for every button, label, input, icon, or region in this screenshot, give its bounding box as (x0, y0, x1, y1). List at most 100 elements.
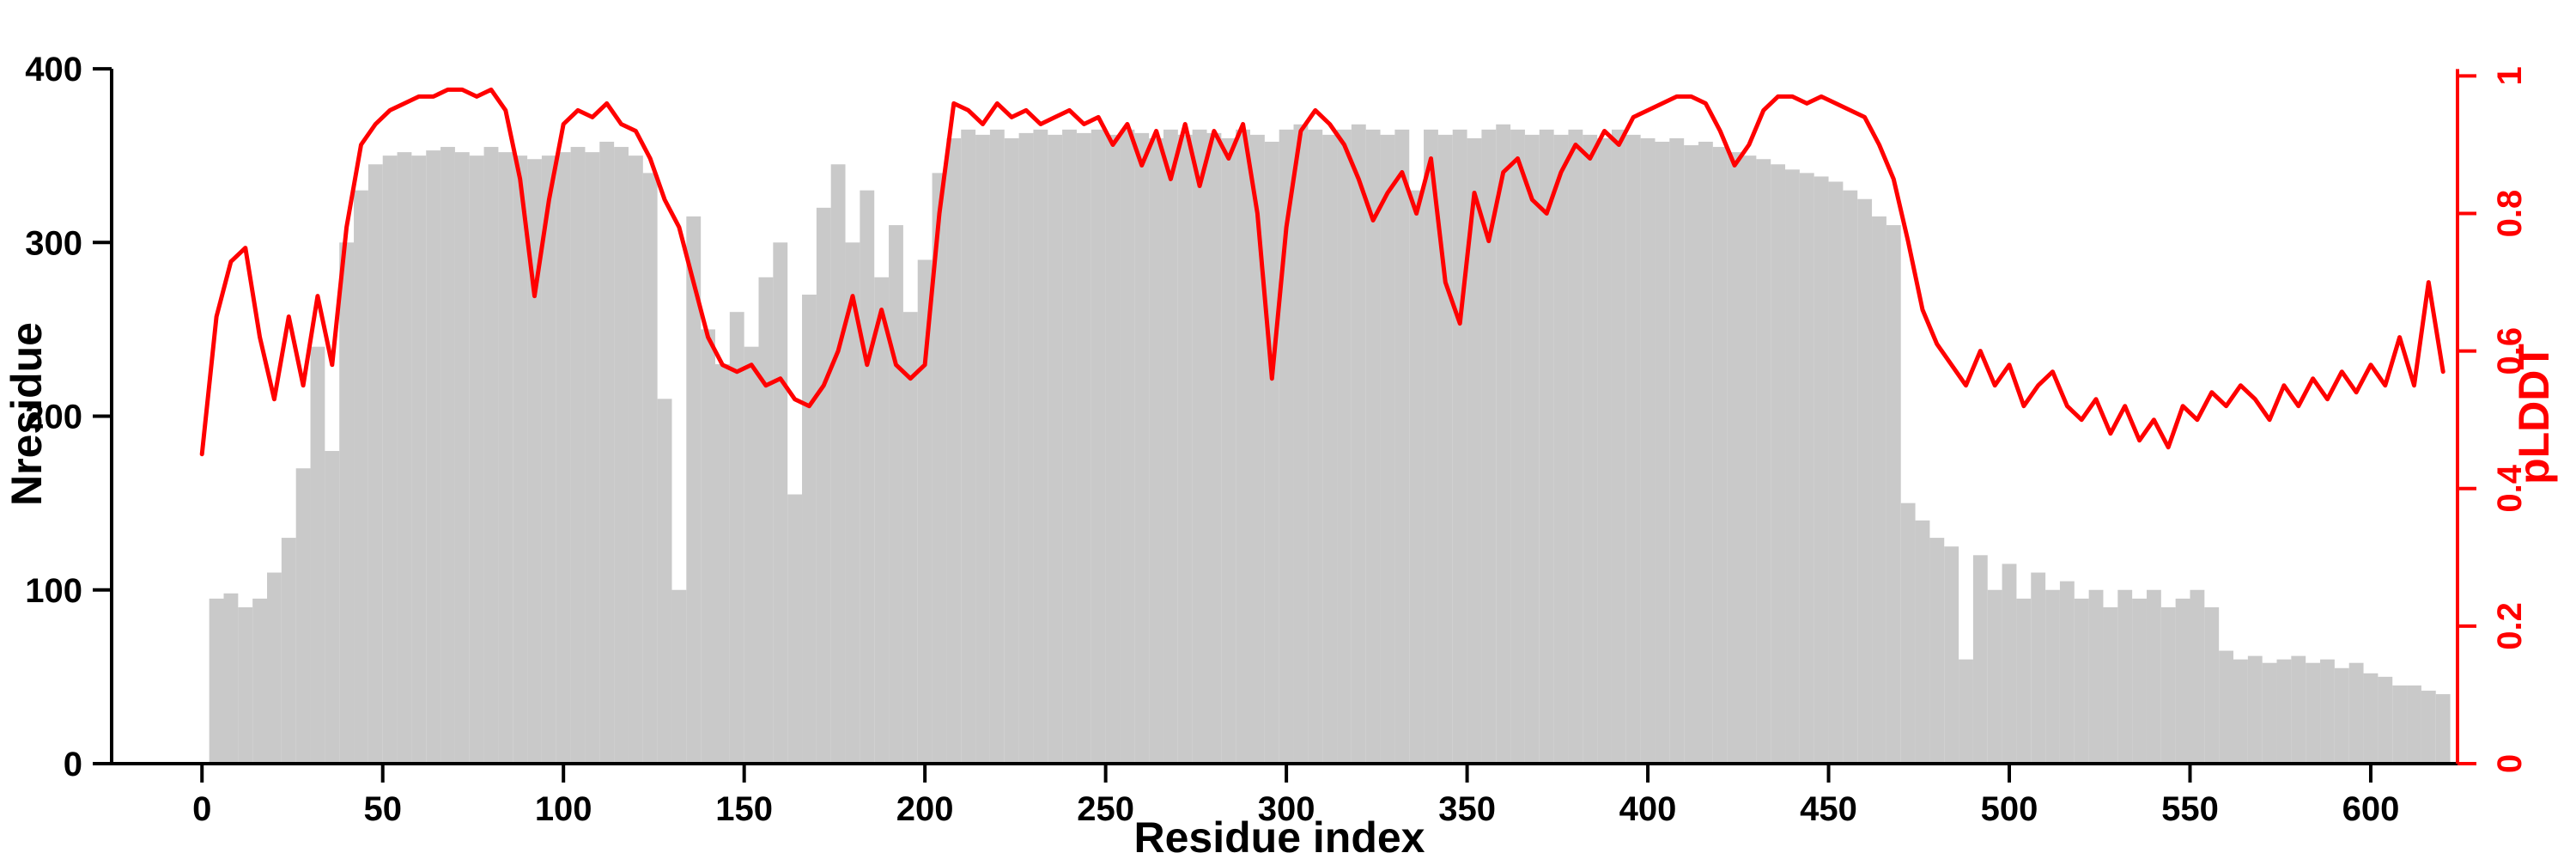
nresidue-bar (1192, 129, 1207, 765)
x-tick-label: 450 (1800, 790, 1857, 828)
nresidue-bar (1727, 152, 1742, 764)
nresidue-bar (1206, 132, 1222, 764)
nresidue-bar (1944, 546, 1959, 764)
nresidue-bar (1033, 129, 1048, 765)
nresidue-bar (758, 277, 774, 764)
nresidue-bar (267, 572, 282, 764)
nresidue-bar (570, 147, 586, 764)
nresidue-bar (902, 312, 918, 764)
nresidue-bar (281, 538, 296, 764)
nresidue-bar (2204, 606, 2220, 764)
nresidue-bar (223, 593, 239, 764)
nresidue-bar (1394, 129, 1410, 765)
nresidue-bar (1857, 198, 1873, 765)
nresidue-bar (889, 225, 903, 765)
nresidue-bar (2262, 662, 2277, 764)
nresidue-bar (1365, 129, 1381, 765)
nresidue-bar (2132, 598, 2147, 764)
nresidue-bar (1380, 134, 1395, 765)
nresidue-bar (1539, 129, 1554, 765)
nresidue-bar (2247, 655, 2263, 764)
nresidue-bar (729, 312, 744, 764)
nresidue-bar (1163, 129, 1178, 765)
nresidue-bar (1105, 134, 1121, 765)
x-tick-label: 50 (363, 790, 402, 828)
x-tick-label: 550 (2161, 790, 2219, 828)
nresidue-bar (1177, 134, 1193, 765)
nresidue-bar (1712, 147, 1728, 764)
nresidue-bar (1568, 129, 1583, 765)
nresidue-bar (1076, 132, 1091, 764)
nresidue-bar (1900, 503, 1916, 764)
nresidue-bar (1264, 142, 1279, 764)
right-tick-label: 0.4 (2491, 464, 2529, 512)
nresidue-bar (1221, 137, 1236, 764)
nresidue-bar (599, 142, 615, 764)
nresidue-bar (816, 207, 831, 765)
nresidue-bar (2435, 694, 2451, 764)
nresidue-bar (657, 399, 672, 764)
nresidue-bar (440, 147, 455, 764)
nresidue-bar (2320, 659, 2335, 764)
nresidue-bar (2219, 650, 2234, 764)
nresidue-bar (2059, 581, 2075, 764)
x-tick-label: 350 (1438, 790, 1496, 828)
nresidue-bar (2088, 589, 2104, 764)
nresidue-bar (642, 173, 658, 764)
nresidue-bar (1481, 129, 1497, 765)
nresidue-bar (1134, 132, 1150, 764)
nresidue-bar (2407, 685, 2421, 764)
nresidue-bar (2103, 606, 2118, 764)
nresidue-bar (671, 589, 687, 764)
nresidue-bar (1409, 190, 1425, 764)
nresidue-bar (1640, 137, 1656, 764)
nresidue-bar (1149, 137, 1163, 764)
nresidue-bar (1886, 225, 1901, 765)
nresidue-bar (541, 155, 556, 764)
nresidue-bar (238, 606, 253, 764)
nresidue-bar (932, 173, 947, 764)
nresidue-bar (2348, 662, 2364, 764)
nresidue-bar (2117, 589, 2133, 764)
x-tick-label: 250 (1077, 790, 1134, 828)
nresidue-bar (1351, 124, 1366, 764)
nresidue-bar (874, 277, 890, 764)
nresidue-bar (1583, 134, 1598, 765)
nresidue-bar (1091, 129, 1106, 765)
nresidue-bar (2146, 589, 2161, 764)
nresidue-bar (556, 152, 571, 764)
nresidue-bar (513, 155, 528, 764)
nresidue-bar (961, 129, 976, 765)
nresidue-bar (1915, 520, 1930, 764)
nresidue-bar (2002, 564, 2017, 764)
nresidue-bar (1308, 129, 1323, 765)
nresidue-bar (744, 346, 759, 764)
nresidue-bar (975, 134, 990, 765)
nresidue-bar (1872, 216, 1886, 765)
nresidue-bar (1655, 142, 1670, 764)
left-tick-label: 200 (25, 399, 82, 436)
nresidue-bar (469, 155, 484, 764)
nresidue-bar (1250, 134, 1265, 765)
nresidue-bar (2175, 598, 2190, 764)
nresidue-bar (787, 494, 803, 764)
nresidue-bar (1510, 129, 1525, 765)
nresidue-bar (1467, 137, 1482, 764)
nresidue-bar (325, 450, 340, 764)
nresidue-bar (917, 259, 933, 764)
left-tick-label: 300 (25, 224, 82, 262)
right-tick-label: 0.2 (2491, 602, 2529, 650)
nresidue-bar (1236, 129, 1251, 765)
nresidue-bar (295, 468, 311, 764)
nresidue-bar (2334, 667, 2349, 764)
nresidue-bar (426, 150, 441, 764)
nresidue-bar (1611, 129, 1626, 765)
nresidue-bar (454, 152, 470, 764)
nresidue-bar (1524, 134, 1540, 765)
nresidue-bar (368, 164, 383, 765)
nresidue-bar (1756, 159, 1771, 765)
axes-layer: 0 50 100 150 200 250 300 350 400 450 500 550 6000100… (25, 51, 2529, 828)
nresidue-bar (1698, 142, 1713, 764)
nresidue-bar (1987, 589, 2002, 764)
